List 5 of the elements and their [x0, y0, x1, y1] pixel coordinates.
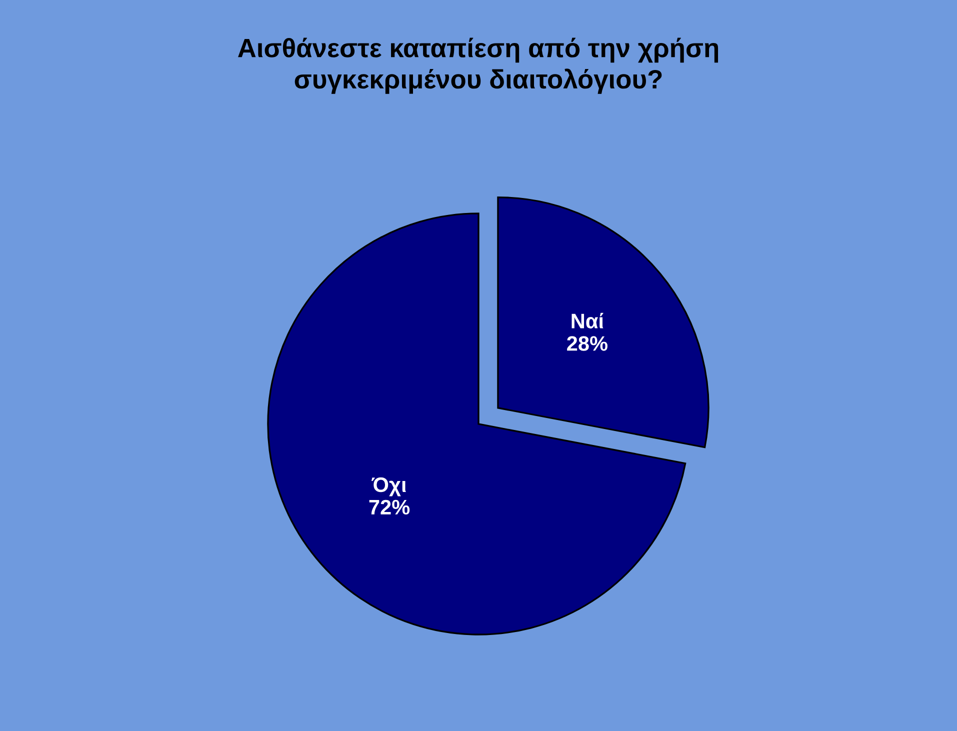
slice-label: Όχι	[372, 477, 406, 496]
slice-label: Ναί	[572, 312, 604, 328]
chart-title: Αισθάνεστε καταπίεση από την χρήση συγκεκριμένου διαιτολόγιου?	[238, 38, 718, 94]
data-label: 28%	[567, 336, 608, 351]
data-label: 72%	[369, 500, 410, 515]
